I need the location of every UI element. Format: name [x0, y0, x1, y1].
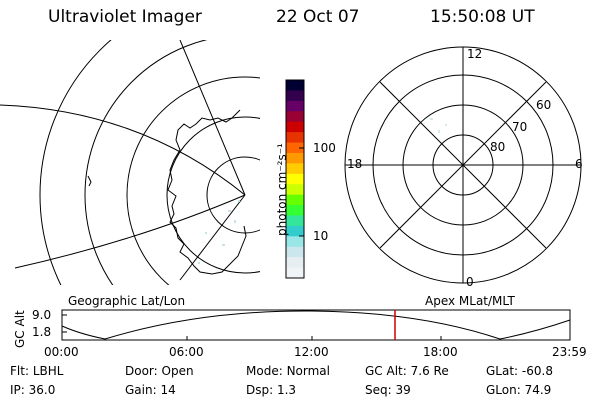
polar-aurora — [430, 118, 447, 133]
colorbar-segment — [286, 194, 304, 206]
colorbar-tick-10: 10 — [313, 229, 329, 243]
colorbar-segment — [286, 225, 304, 237]
colorbar-segment — [286, 257, 304, 269]
x-tick-0600: 06:00 — [169, 345, 204, 359]
colorbar-segment — [286, 163, 304, 175]
info-door: Door: Open — [125, 364, 194, 378]
colorbar-segment — [286, 173, 304, 185]
colorbar-segment — [286, 246, 304, 258]
x-tick-1200: 12:00 — [294, 345, 329, 359]
instrument-title: Ultraviolet Imager — [48, 7, 202, 27]
lat-label-60: 60 — [536, 98, 552, 112]
y-tick-1.8: 1.8 — [32, 325, 52, 339]
colorbar-segment — [286, 100, 304, 112]
info-ip: IP: 36.0 — [10, 383, 56, 397]
lat-label-80: 80 — [490, 140, 506, 154]
mlt-label-12: 12 — [467, 47, 483, 61]
colorbar-segment — [286, 132, 304, 144]
apex-label: Apex MLat/MLT — [425, 294, 515, 308]
colorbar-segment — [286, 90, 304, 102]
y-axis-label: GC Alt — [13, 310, 27, 348]
colorbar-segment — [286, 215, 304, 227]
colorbar-segment — [286, 121, 304, 133]
polar-plot — [344, 46, 582, 284]
colorbar-segment — [286, 152, 304, 164]
info-glon: GLon: 74.9 — [486, 383, 552, 397]
info-gain: Gain: 14 — [125, 383, 176, 397]
colorbar-segment — [286, 205, 304, 216]
info-gc-alt: GC Alt: 7.6 Re — [365, 364, 449, 378]
colorbar-segment — [286, 142, 304, 154]
x-tick-1800: 18:00 — [423, 345, 458, 359]
observation-date: 22 Oct 07 — [276, 7, 360, 27]
y-tick-9: 9.0 — [32, 308, 52, 322]
x-tick-0000: 00:00 — [44, 345, 79, 359]
colorbar-segment — [286, 111, 304, 123]
mlt-label-6: 6 — [575, 157, 583, 171]
colorbar-segment — [286, 184, 304, 196]
mlt-label-18: 18 — [347, 157, 363, 171]
geographic-map — [0, 40, 260, 285]
aurora-speckles — [198, 200, 240, 264]
altitude-timeline — [61, 309, 571, 341]
info-seq: Seq: 39 — [365, 383, 411, 397]
observation-time: 15:50:08 UT — [430, 7, 535, 27]
info-dsp: Dsp: 1.3 — [246, 383, 297, 397]
colorbar-segment — [286, 267, 304, 279]
info-glat: GLat: -60.8 — [486, 364, 553, 378]
mlt-label-0: 0 — [466, 275, 474, 289]
colorbar-segment — [286, 80, 304, 91]
colorbar-unit-label: photon cm⁻²s⁻¹ — [275, 143, 289, 236]
info-mode: Mode: Normal — [246, 364, 330, 378]
colorbar-segment — [286, 236, 304, 248]
info-flt: Flt: LBHL — [10, 364, 64, 378]
lat-label-70: 70 — [512, 120, 528, 134]
x-tick-2359: 23:59 — [552, 345, 587, 359]
colorbar-tick-100: 100 — [313, 141, 336, 155]
geographic-label: Geographic Lat/Lon — [68, 294, 186, 308]
colorbar — [285, 79, 305, 279]
